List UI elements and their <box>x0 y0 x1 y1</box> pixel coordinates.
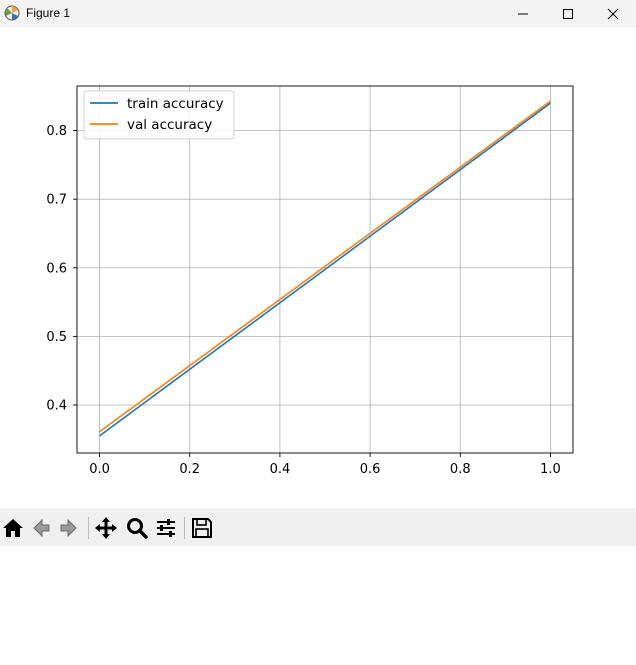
back-icon <box>33 518 50 538</box>
y-tick-label: 0.4 <box>46 398 67 413</box>
back-button[interactable] <box>28 515 54 541</box>
zoom-button[interactable] <box>124 515 150 541</box>
y-tick-label: 0.6 <box>46 261 67 276</box>
x-tick-label: 0.6 <box>360 462 381 477</box>
home-button[interactable] <box>0 515 26 541</box>
pan-button[interactable] <box>93 515 119 541</box>
navigation-toolbar <box>0 508 636 546</box>
series-line-2 <box>99 100 551 433</box>
save-button[interactable] <box>189 515 215 541</box>
minimize-button[interactable] <box>500 0 546 27</box>
forward-button[interactable] <box>56 515 82 541</box>
legend <box>83 90 235 140</box>
maximize-button[interactable] <box>545 0 591 27</box>
x-tick-label: 0.2 <box>179 462 200 477</box>
x-tick-label: 0.4 <box>270 462 291 477</box>
title-bar: Figure 1 <box>0 0 636 27</box>
axes-frame <box>76 85 574 454</box>
y-tick-label: 0.8 <box>46 124 67 139</box>
matplotlib-app-icon <box>4 5 20 21</box>
pan-icon <box>95 517 117 539</box>
x-tick-label: 0.8 <box>450 462 471 477</box>
zoom-icon <box>127 518 148 539</box>
toolbar-separator <box>88 517 89 539</box>
close-icon <box>607 8 619 19</box>
minimize-icon <box>518 13 528 14</box>
configure-subplots-icon <box>157 519 175 537</box>
legend-label-1: train accuracy <box>127 96 224 112</box>
x-tick-label: 0.0 <box>89 462 110 477</box>
legend-label-2: val accuracy <box>127 117 212 133</box>
x-tick-label: 1.0 <box>540 462 561 477</box>
empty-area <box>0 546 636 665</box>
series-line-1 <box>99 102 551 437</box>
toolbar-separator <box>184 517 185 539</box>
maximize-icon <box>563 8 573 19</box>
forward-icon <box>60 518 77 538</box>
close-button[interactable] <box>590 0 636 27</box>
home-icon <box>3 519 23 537</box>
window-title: Figure 1 <box>26 6 71 20</box>
y-tick-label: 0.5 <box>46 330 67 345</box>
y-tick-label: 0.7 <box>46 193 67 208</box>
figure-canvas[interactable]: 0.0 0.2 0.4 0.6 0.8 1.0 0.4 0.5 0.6 0.7 0.8 train a… <box>0 27 636 508</box>
save-icon <box>192 518 212 538</box>
line-chart: 0.0 0.2 0.4 0.6 0.8 1.0 0.4 0.5 0.6 0.7 0.8 train a… <box>46 85 574 477</box>
configure-subplots-button[interactable] <box>153 515 179 541</box>
